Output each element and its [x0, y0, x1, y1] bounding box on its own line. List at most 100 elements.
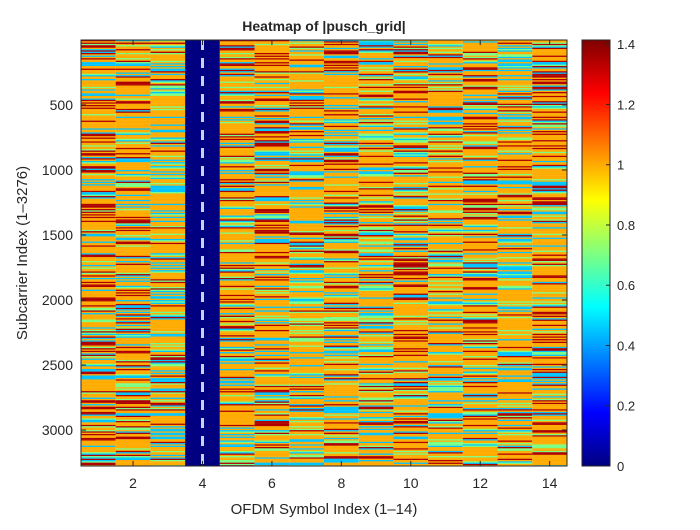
heatmap-cell — [532, 393, 567, 396]
heatmap-cell — [254, 254, 290, 257]
heatmap-cell — [219, 268, 255, 271]
heatmap-cell — [289, 292, 324, 294]
heatmap-cell — [219, 447, 255, 449]
heatmap-cell — [115, 293, 151, 296]
heatmap-cell — [254, 427, 290, 429]
heatmap-cell — [150, 163, 186, 165]
heatmap-cell — [150, 99, 186, 102]
heatmap-cell — [358, 409, 394, 411]
heatmap-cell — [115, 225, 151, 228]
heatmap-cell — [289, 55, 324, 58]
heatmap-cell — [358, 181, 394, 184]
heatmap-cell — [81, 448, 116, 450]
heatmap-cell — [254, 147, 290, 150]
heatmap-cell — [497, 158, 533, 160]
heatmap-cell — [497, 262, 533, 264]
heatmap-cell — [115, 219, 151, 221]
heatmap-cell — [358, 380, 394, 383]
y-tick-label: 500 — [50, 97, 74, 113]
heatmap-cell — [497, 385, 533, 388]
heatmap-cell — [254, 107, 290, 110]
heatmap-cell — [462, 95, 498, 98]
heatmap-cell — [393, 316, 429, 319]
heatmap-cell — [150, 385, 186, 388]
heatmap-cell — [324, 337, 359, 340]
heatmap-cell — [289, 264, 324, 267]
heatmap-cell — [393, 193, 429, 195]
heatmap-cell — [81, 454, 116, 457]
heatmap-cell — [289, 92, 324, 94]
heatmap-cell — [150, 435, 186, 437]
heatmap-cell — [324, 164, 359, 167]
heatmap-cell — [532, 340, 567, 342]
heatmap-cell — [497, 147, 533, 150]
heatmap-cell — [393, 138, 429, 141]
heatmap-cell — [81, 92, 116, 94]
heatmap-cell — [462, 190, 498, 193]
heatmap-cell — [115, 329, 151, 332]
heatmap-cell — [150, 261, 186, 263]
heatmap-cell — [393, 119, 429, 121]
heatmap-cell — [219, 176, 255, 178]
heatmap-cell — [358, 210, 394, 212]
heatmap-cell — [219, 223, 255, 225]
heatmap-cell — [393, 365, 429, 367]
heatmap-cell — [393, 340, 429, 342]
heatmap-cell — [81, 258, 116, 260]
heatmap-cell — [115, 316, 151, 319]
heatmap-cell — [254, 238, 290, 241]
heatmap-cell — [462, 427, 498, 429]
heatmap-cell — [81, 95, 116, 98]
heatmap-cell — [254, 81, 290, 84]
heatmap-cell — [254, 71, 290, 73]
heatmap-cell — [393, 427, 429, 429]
heatmap-cell — [358, 444, 394, 446]
heatmap-cell — [393, 248, 429, 250]
heatmap-cell — [428, 149, 463, 151]
heatmap-cell — [81, 244, 116, 246]
heatmap-cell — [81, 336, 116, 338]
heatmap-cell — [393, 276, 429, 279]
heatmap-cell — [358, 90, 394, 93]
heatmap-cell — [115, 379, 151, 381]
heatmap-cell — [358, 339, 394, 341]
heatmap-cell — [393, 134, 429, 137]
heatmap-cell — [81, 120, 116, 123]
heatmap-cell — [115, 344, 151, 346]
heatmap-cell — [219, 261, 255, 263]
heatmap-cell — [497, 315, 533, 318]
heatmap-cell — [462, 235, 498, 237]
heatmap-cell — [462, 423, 498, 426]
heatmap-cell — [289, 314, 324, 316]
heatmap-cell — [289, 197, 324, 199]
heatmap-cell — [150, 315, 186, 318]
heatmap-cell — [324, 235, 359, 237]
heatmap-cell — [428, 345, 463, 348]
heatmap-cell — [81, 196, 116, 198]
heatmap-cell — [289, 266, 324, 268]
heatmap-cell — [115, 357, 151, 359]
heatmap-cell — [532, 177, 567, 180]
heatmap-cell — [428, 296, 463, 298]
heatmap-cell — [428, 157, 463, 159]
heatmap-cell — [115, 314, 151, 316]
heatmap-cell — [462, 314, 498, 316]
heatmap-cell — [289, 88, 324, 90]
heatmap-cell — [393, 71, 429, 73]
heatmap-cell — [150, 277, 186, 280]
heatmap-cell — [497, 105, 533, 107]
heatmap-cell — [219, 314, 255, 316]
heatmap-cell — [219, 285, 255, 288]
heatmap-cell — [462, 89, 498, 91]
heatmap-cell — [219, 385, 255, 388]
heatmap-cell — [115, 328, 151, 331]
heatmap-cell — [219, 341, 255, 344]
heatmap-cell — [428, 160, 463, 163]
heatmap-cell — [358, 422, 394, 424]
heatmap-cell — [497, 316, 533, 319]
heatmap-cell — [393, 274, 429, 276]
heatmap-cell — [81, 293, 116, 296]
heatmap-cell — [81, 353, 116, 355]
heatmap-cell — [254, 134, 290, 137]
heatmap-cell — [324, 348, 359, 350]
